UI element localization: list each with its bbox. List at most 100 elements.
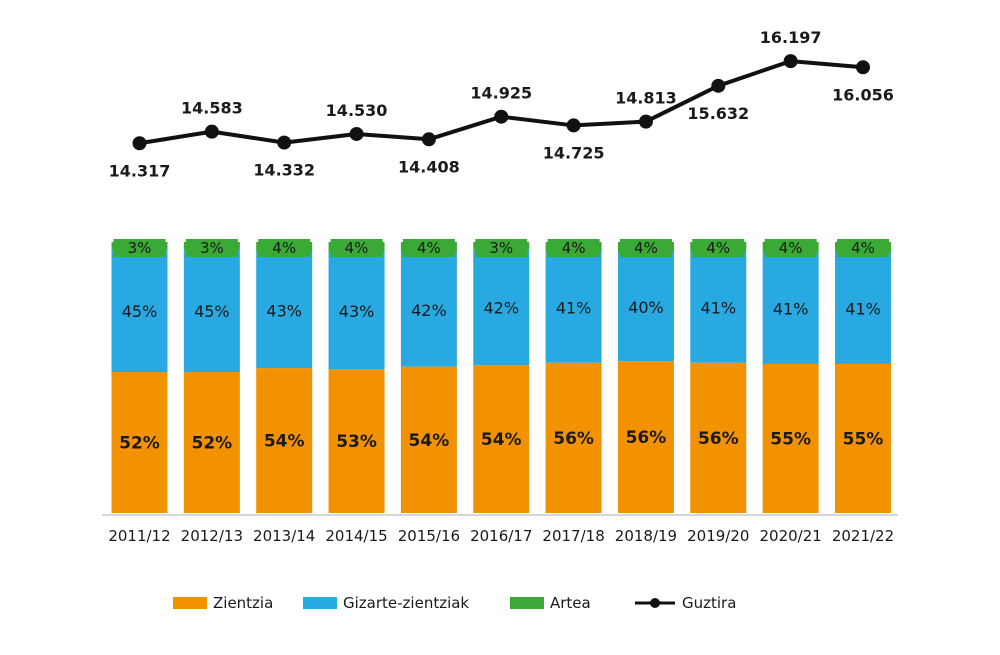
data-label-box-artea [837,239,889,257]
line-data-label: 14.925 [470,84,532,103]
line-data-label: 14.332 [253,161,315,180]
bar-segment-zientzia [400,366,457,513]
data-label-box-artea [619,239,672,257]
bar-segment-gizarte-zientziak [545,252,602,363]
bar-segment-zientzia [256,368,313,513]
bar-group-2012-13: 52% 45% 3% [183,239,240,513]
bars-layer: 52% 45% 3% 52% 45% 3% 54% 43% 4% 53% 43% 4% 54% 42% 4%… [111,239,891,513]
bar-group-2016-17: 54% 42% 3% [473,239,530,513]
data-label-artea: 4% [345,239,369,257]
data-label-artea: 4% [417,239,441,257]
data-label-artea: 4% [562,239,586,257]
bar-segment-zientzia [835,363,891,513]
line-data-label: 14.317 [109,161,171,180]
data-label-box-artea [475,239,528,257]
legend-item-zientzia: Zientzia [173,594,273,612]
data-label-zientzia: 56% [626,428,667,448]
x-tick-label: 2014/15 [325,527,387,545]
line-data-label: 14.813 [615,89,677,108]
data-label-gizarte-zientziak: 41% [701,299,737,318]
x-tick-label: 2016/17 [470,527,532,545]
data-label-gizarte-zientziak: 43% [266,301,302,320]
bar-segment-zientzia [473,365,530,513]
line-data-label: 14.725 [543,143,605,162]
bar-segment-gizarte-zientziak [617,252,674,362]
data-label-zientzia: 56% [698,429,739,449]
line-data-label: 14.408 [398,157,460,176]
line-data-label: 16.197 [760,28,822,47]
line-point [204,124,219,139]
bar-segment-gizarte-zientziak [256,252,313,369]
data-label-zientzia: 55% [843,429,884,449]
x-tick-labels: 2011/12 2012/13 2013/14 2014/15 2015/16 2016/… [108,527,894,545]
bar-segment-gizarte-zientziak [762,252,819,364]
data-label-zientzia: 54% [264,432,305,452]
data-label-zientzia: 55% [770,429,811,449]
line-point [783,54,798,69]
bar-segment-zientzia [545,362,602,513]
legend-label: Gizarte-zientziak [343,594,469,612]
data-label-zientzia: 54% [409,431,450,451]
bar-segment-gizarte-zientziak [183,250,240,373]
data-label-gizarte-zientziak: 40% [628,298,664,317]
legend-swatch [303,597,337,609]
bar-segment-zientzia [111,372,168,513]
x-tick-label: 2011/12 [108,527,170,545]
data-label-zientzia: 52% [119,434,160,454]
data-label-artea: 4% [851,239,875,257]
line-point [132,136,147,151]
data-label-zientzia: 52% [191,434,232,454]
line-point [494,109,509,124]
line-data-label: 14.583 [181,99,243,118]
bar-segment-zientzia [328,369,385,513]
line-point [711,78,726,93]
data-label-artea: 4% [706,239,730,257]
x-tick-label: 2012/13 [181,527,243,545]
line-point [277,135,292,150]
line-point [638,114,653,129]
bar-group-2018-19: 56% 40% 4% [617,239,674,513]
bar-group-2014-15: 53% 43% 4% [328,239,385,513]
line-point [349,126,364,141]
legend-label: Zientzia [213,594,273,612]
data-label-box-artea [113,239,166,257]
x-tick-label: 2020/21 [759,527,821,545]
bar-segment-gizarte-zientziak [473,250,530,366]
x-tick-label: 2019/20 [687,527,749,545]
bar-segment-zientzia [617,361,674,513]
x-tick-label: 2021/22 [832,527,894,545]
bar-segment-gizarte-zientziak [111,250,168,373]
data-label-box-artea [330,239,383,257]
line-data-label: 15.632 [687,104,749,123]
legend-item-guztira: Guztira [635,594,736,612]
data-label-box-artea [258,239,311,257]
data-label-artea: 4% [779,239,803,257]
data-label-box-artea [402,239,455,257]
bar-group-2021-22: 55% 41% 4% [835,239,891,513]
data-label-box-artea [547,239,600,257]
legend-label: Guztira [682,594,736,612]
x-tick-label: 2015/16 [398,527,460,545]
data-label-zientzia: 54% [481,430,522,450]
bar-group-2020-21: 55% 41% 4% [762,239,819,513]
data-label-box-artea [692,239,745,257]
data-label-artea: 4% [272,239,296,257]
data-label-zientzia: 56% [553,429,594,449]
bar-group-2011-12: 52% 45% 3% [111,239,168,513]
bar-segment-gizarte-zientziak [835,252,891,364]
bar-segment-zientzia [762,363,819,513]
bar-segment-gizarte-zientziak [400,252,457,367]
bar-group-2019-20: 56% 41% 4% [690,239,747,513]
legend-item-artea: Artea [510,594,591,612]
data-label-gizarte-zientziak: 42% [411,301,447,320]
legend-swatch [173,597,207,609]
data-label-artea: 3% [200,239,224,257]
data-label-box-artea [185,239,238,257]
bar-segment-gizarte-zientziak [690,252,747,363]
data-label-gizarte-zientziak: 41% [773,299,809,318]
bar-group-2015-16: 54% 42% 4% [400,239,457,513]
data-label-zientzia: 53% [336,432,377,452]
bar-segment-gizarte-zientziak [328,252,385,370]
line-point [566,118,581,133]
